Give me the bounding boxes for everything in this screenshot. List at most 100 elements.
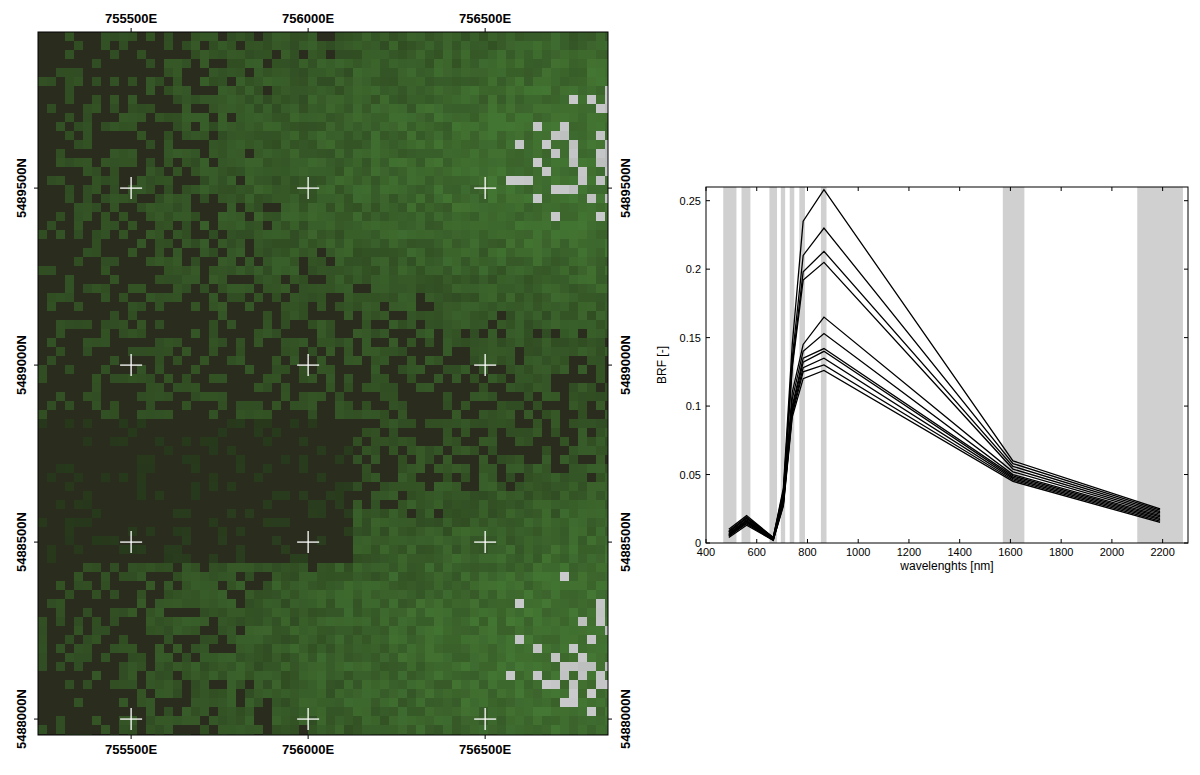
- image-texture: [137, 320, 146, 329]
- image-texture: [155, 257, 164, 266]
- image-texture: [398, 59, 407, 68]
- image-texture: [299, 68, 308, 77]
- image-texture: [299, 275, 308, 284]
- image-texture: [569, 257, 578, 266]
- image-texture: [362, 167, 371, 176]
- image-texture: [101, 158, 110, 167]
- image-texture: [443, 41, 452, 50]
- image-texture: [326, 158, 335, 167]
- image-texture: [587, 104, 596, 113]
- image-texture: [200, 113, 209, 122]
- image-texture: [578, 248, 587, 257]
- image-texture: [578, 176, 587, 185]
- image-texture: [263, 158, 272, 167]
- image-texture: [335, 275, 344, 284]
- image-texture: [119, 41, 128, 50]
- image-texture: [470, 167, 479, 176]
- image-texture: [281, 95, 290, 104]
- image-texture: [587, 302, 596, 311]
- image-texture: [290, 68, 299, 77]
- image-texture: [362, 113, 371, 122]
- image-texture: [110, 311, 119, 320]
- image-texture: [218, 221, 227, 230]
- image-texture: [227, 131, 236, 140]
- image-texture: [560, 194, 569, 203]
- image-texture: [281, 167, 290, 176]
- image-texture: [227, 185, 236, 194]
- image-texture: [470, 194, 479, 203]
- image-texture: [182, 374, 191, 383]
- image-texture: [497, 347, 506, 356]
- image-texture: [335, 302, 344, 311]
- image-texture: [524, 383, 533, 392]
- image-texture: [470, 131, 479, 140]
- image-texture: [488, 392, 497, 401]
- image-texture: [587, 275, 596, 284]
- image-texture: [497, 122, 506, 131]
- image-texture: [497, 149, 506, 158]
- image-texture: [263, 50, 272, 59]
- image-texture: [308, 347, 317, 356]
- image-texture: [362, 266, 371, 275]
- image-texture: [515, 140, 524, 149]
- image-texture: [506, 248, 515, 257]
- image-texture: [344, 275, 353, 284]
- image-texture: [416, 266, 425, 275]
- image-texture: [362, 329, 371, 338]
- image-texture: [299, 293, 308, 302]
- image-texture: [542, 248, 551, 257]
- image-texture: [245, 221, 254, 230]
- image-texture: [398, 176, 407, 185]
- image-texture: [245, 230, 254, 239]
- image-texture: [236, 68, 245, 77]
- image-texture: [362, 50, 371, 59]
- image-texture: [533, 86, 542, 95]
- image-texture: [236, 122, 245, 131]
- image-texture: [389, 167, 398, 176]
- image-texture: [119, 158, 128, 167]
- image-texture: [497, 356, 506, 365]
- image-texture: [299, 32, 308, 41]
- image-texture: [83, 392, 92, 401]
- image-texture: [524, 68, 533, 77]
- image-texture: [335, 158, 344, 167]
- image-texture: [416, 383, 425, 392]
- image-texture: [353, 131, 362, 140]
- image-texture: [425, 221, 434, 230]
- image-texture: [434, 257, 443, 266]
- image-texture: [290, 32, 299, 41]
- image-texture: [389, 50, 398, 59]
- image-texture: [317, 338, 326, 347]
- image-texture: [290, 203, 299, 212]
- image-texture: [200, 185, 209, 194]
- image-texture: [281, 131, 290, 140]
- image-texture: [533, 185, 542, 194]
- image-texture: [362, 212, 371, 221]
- image-texture: [263, 374, 272, 383]
- image-texture: [443, 320, 452, 329]
- image-texture: [407, 248, 416, 257]
- image-texture: [335, 104, 344, 113]
- image-texture: [416, 59, 425, 68]
- image-texture: [344, 86, 353, 95]
- image-texture: [452, 248, 461, 257]
- image-texture: [407, 59, 416, 68]
- image-texture: [209, 176, 218, 185]
- image-texture: [308, 50, 317, 59]
- image-texture: [380, 68, 389, 77]
- image-texture: [560, 167, 569, 176]
- image-texture: [362, 59, 371, 68]
- image-texture: [335, 185, 344, 194]
- image-texture: [389, 194, 398, 203]
- image-texture: [578, 149, 587, 158]
- image-texture: [362, 68, 371, 77]
- image-texture: [569, 311, 578, 320]
- image-texture: [452, 257, 461, 266]
- image-texture: [362, 221, 371, 230]
- image-texture: [128, 113, 137, 122]
- image-texture: [137, 239, 146, 248]
- image-texture: [434, 275, 443, 284]
- image-texture: [110, 194, 119, 203]
- image-texture: [299, 248, 308, 257]
- image-texture: [578, 122, 587, 131]
